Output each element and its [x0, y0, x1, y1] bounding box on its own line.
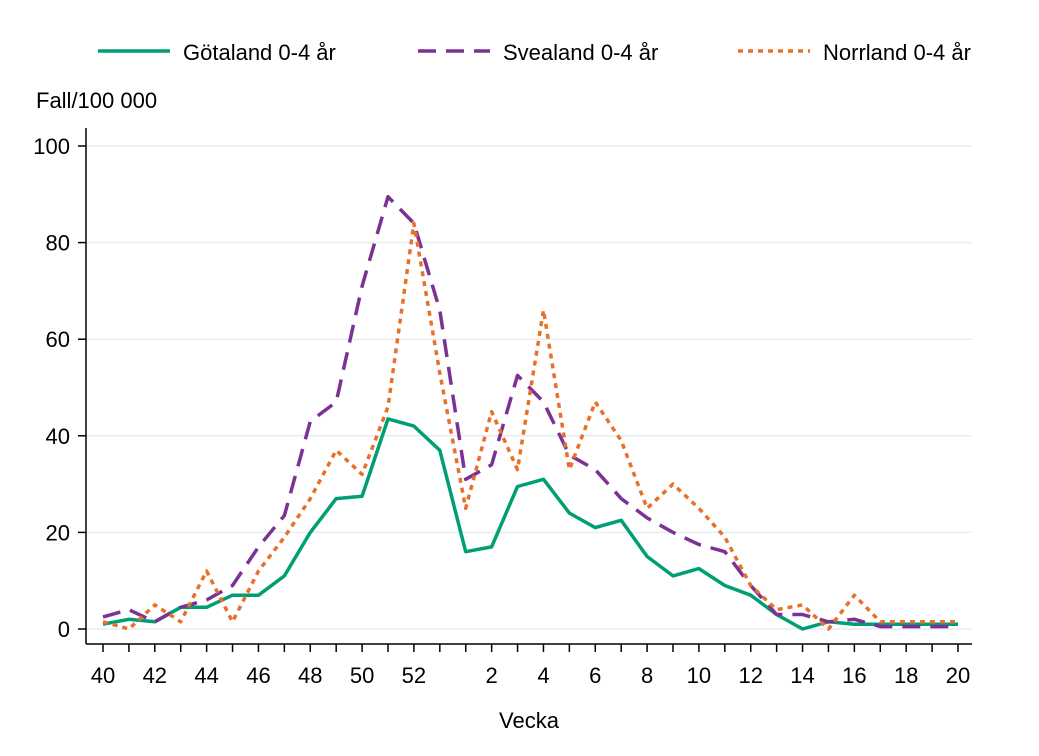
x-tick-label: 16: [842, 663, 866, 688]
y-tick-label: 20: [46, 520, 70, 545]
x-tick-label: 8: [641, 663, 653, 688]
y-tick-label: 80: [46, 231, 70, 256]
series-line-norrland: [102, 221, 958, 631]
x-tick-label: 48: [298, 663, 322, 688]
legend: Götaland 0-4 år Svealand 0-4 år Norrland…: [98, 40, 971, 65]
x-tick-label: 2: [486, 663, 498, 688]
y-tick-label: 0: [58, 617, 70, 642]
x-axis-title: Vecka: [499, 708, 560, 733]
x-tick-label: 50: [350, 663, 374, 688]
gridlines: [86, 145, 972, 630]
x-axis-ticks: 40 42 44 46 48 50 52 2 4 6 8 10 12 14 16 18 20: [91, 644, 970, 688]
legend-label-norrland: Norrland 0-4 år: [823, 40, 971, 65]
legend-label-svealand: Svealand 0-4 år: [503, 40, 658, 65]
y-tick-label: 60: [46, 327, 70, 352]
x-tick-label: 46: [246, 663, 270, 688]
x-tick-label: 18: [894, 663, 918, 688]
x-tick-label: 42: [143, 663, 167, 688]
x-tick-label: 10: [687, 663, 711, 688]
x-tick-label: 14: [790, 663, 814, 688]
y-tick-label: 40: [46, 424, 70, 449]
series-line-gotaland: [102, 417, 958, 631]
legend-label-gotaland: Götaland 0-4 år: [183, 40, 336, 65]
x-tick-label: 12: [738, 663, 762, 688]
y-axis-ticks: 0 20 40 60 80 100: [33, 134, 86, 642]
x-tick-label: 20: [946, 663, 970, 688]
y-tick-label: 100: [33, 134, 70, 159]
x-tick-label: 4: [537, 663, 549, 688]
x-tick-label: 44: [194, 663, 218, 688]
x-tick-label: 40: [91, 663, 115, 688]
y-axis-title: Fall/100 000: [36, 88, 157, 113]
x-tick-label: 52: [402, 663, 426, 688]
series-line-svealand: [102, 194, 958, 629]
series-layer: [102, 194, 958, 631]
x-tick-label: 6: [589, 663, 601, 688]
